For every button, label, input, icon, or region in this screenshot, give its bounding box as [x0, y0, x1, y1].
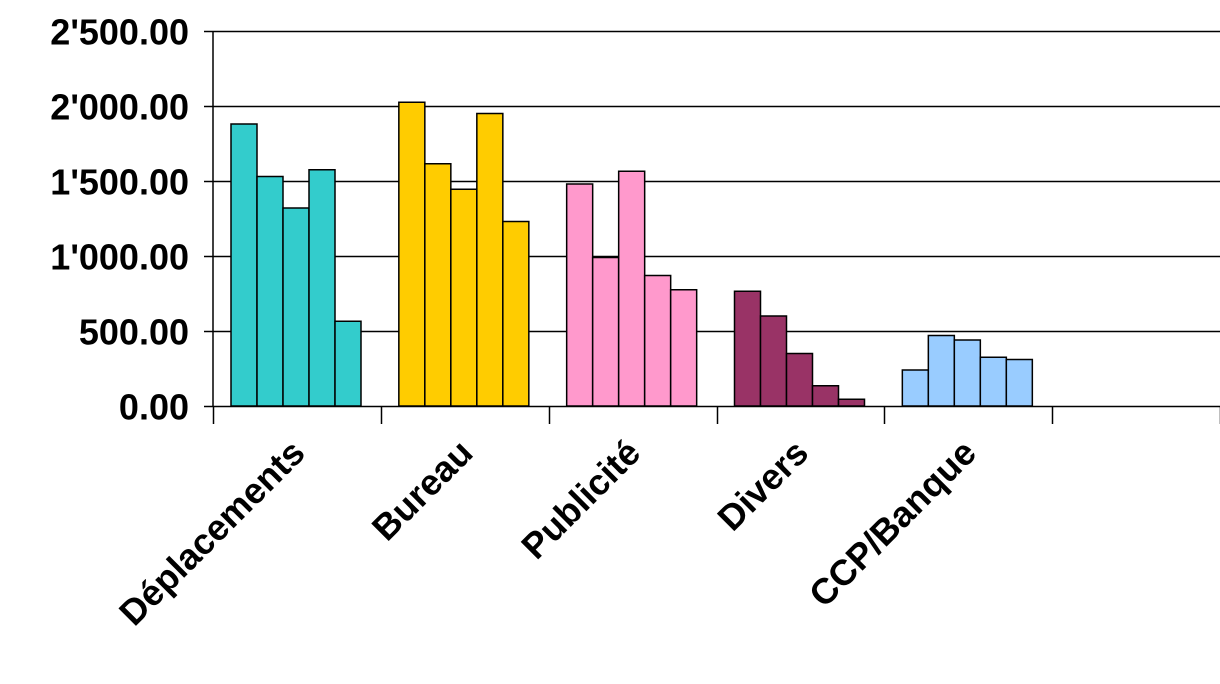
- bar: [476, 112, 504, 407]
- y-tick-labels: 0.00 500.00 1'000.00 1'500.00 2'000.00 2'500.…: [50, 12, 189, 428]
- bar: [901, 369, 930, 407]
- bar: [398, 101, 426, 407]
- bar: [837, 398, 866, 407]
- bar: [617, 170, 646, 407]
- bars: [230, 101, 1034, 407]
- bar: [785, 352, 814, 407]
- bar: [643, 274, 672, 407]
- bar: [502, 220, 530, 407]
- gridlines: [213, 30, 1220, 333]
- bar: [591, 256, 620, 407]
- x-category-label: Déplacements: [111, 432, 313, 634]
- bar: [450, 188, 478, 407]
- x-category-label: Publicité: [513, 432, 648, 567]
- y-tick-label: 1'000.00: [50, 237, 189, 278]
- x-category-label: Bureau: [364, 432, 481, 549]
- bar: [927, 334, 956, 407]
- bar: [230, 123, 258, 407]
- bar: [1005, 358, 1034, 407]
- bar: [334, 320, 362, 407]
- bar: [424, 163, 452, 407]
- bar: [811, 385, 840, 407]
- y-tick-label: 500.00: [79, 312, 189, 353]
- bar: [733, 290, 762, 407]
- bar: [669, 289, 698, 407]
- y-tick-label: 1'500.00: [50, 162, 189, 203]
- y-tick-label: 0.00: [119, 387, 189, 428]
- x-category-label: Divers: [709, 432, 816, 539]
- bar: [979, 356, 1008, 407]
- y-tick-label: 2'500.00: [50, 12, 189, 53]
- bar: [256, 175, 284, 407]
- x-category-label: CCP/Banque: [801, 432, 984, 615]
- axes: [204, 30, 1220, 424]
- x-category-labels: Déplacements Bureau Publicité DiversCCP/Ban…: [111, 432, 984, 634]
- y-tick-label: 2'000.00: [50, 87, 189, 128]
- bar: [308, 169, 336, 407]
- bar: [759, 315, 788, 407]
- bar: [953, 339, 982, 407]
- bar: [282, 207, 310, 407]
- bar: [565, 183, 594, 407]
